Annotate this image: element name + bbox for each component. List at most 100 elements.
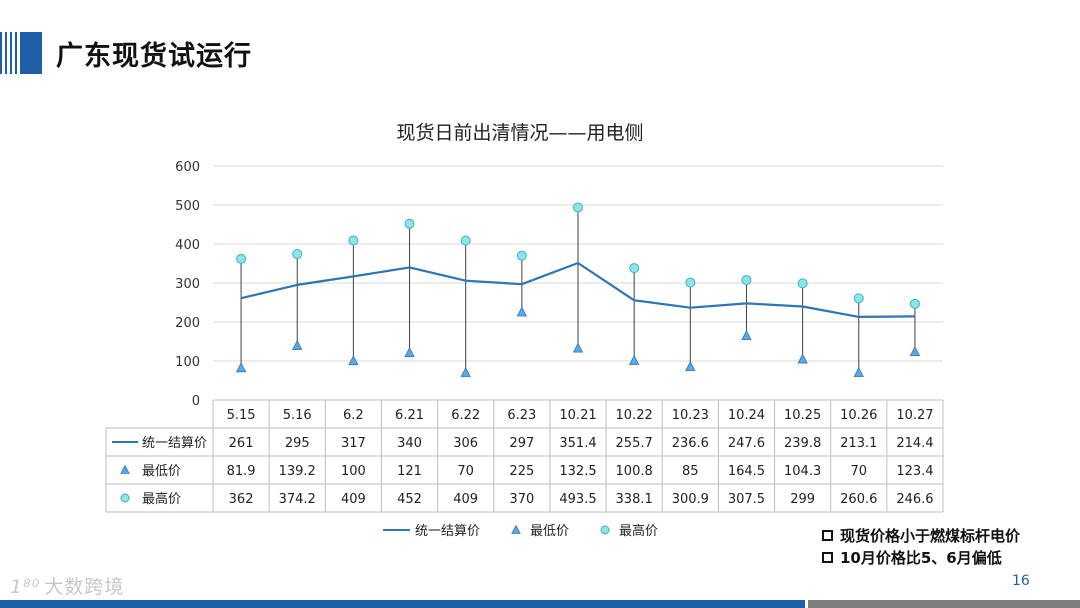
y-tick-label: 600	[175, 160, 200, 175]
table-cell: 493.5	[559, 492, 596, 507]
x-tick-label: 10.25	[784, 408, 821, 423]
max-price-marker	[292, 249, 303, 260]
y-tick-label: 400	[175, 238, 200, 253]
x-tick-label: 10.23	[672, 408, 709, 423]
footer-bar-gray	[808, 600, 1080, 608]
table-cell: 255.7	[616, 436, 653, 451]
x-tick-label: 6.2	[343, 408, 364, 423]
min-price-marker	[404, 346, 415, 357]
watermark-text: 大数跨境	[44, 576, 125, 598]
square-bullet-icon	[822, 529, 833, 541]
table-cell: 409	[453, 492, 478, 507]
note-item: 10月价格比5、6月偏低	[822, 546, 1020, 568]
table-cell: 306	[453, 436, 478, 451]
max-price-marker	[853, 293, 864, 304]
note-item: 现货价格小于燃煤标杆电价	[822, 524, 1020, 546]
table-cell: 139.2	[279, 464, 316, 479]
min-price-marker	[628, 354, 640, 365]
table-cell: 225	[509, 464, 534, 479]
table-cell: 370	[509, 492, 534, 507]
x-tick-label: 10.24	[728, 408, 765, 423]
min-price-marker	[685, 360, 696, 372]
legend-key-triangle	[120, 464, 130, 474]
table-cell: 70	[850, 464, 867, 479]
table-cell: 100.8	[616, 464, 653, 479]
legend-key-triangle	[511, 524, 521, 534]
table-cell: 340	[397, 436, 422, 451]
min-price-marker	[348, 355, 359, 366]
table-cell: 299	[790, 492, 815, 507]
x-tick-label: 5.15	[227, 408, 256, 423]
x-tick-label: 10.22	[616, 408, 653, 423]
table-cell: 260.6	[840, 492, 877, 507]
accent-stripe	[10, 32, 12, 74]
table-cell: 452	[397, 492, 422, 507]
max-price-marker	[348, 235, 359, 246]
table-cell: 123.4	[896, 464, 933, 479]
table-cell: 213.1	[840, 436, 877, 451]
table-cell: 100	[341, 464, 366, 479]
table-cell: 214.4	[896, 436, 933, 451]
legend-label: 统一结算价	[415, 524, 480, 539]
min-price-marker	[235, 362, 247, 373]
legend-key-circle	[600, 525, 610, 535]
table-cell: 246.6	[896, 492, 933, 507]
table-cell: 236.6	[672, 436, 709, 451]
max-price-marker	[797, 278, 808, 289]
min-price-marker	[572, 342, 584, 353]
max-price-marker	[460, 235, 471, 246]
table-cell: 300.9	[672, 492, 709, 507]
square-bullet-icon	[822, 551, 833, 563]
accent-stripe	[5, 32, 7, 74]
accent-stripe	[0, 32, 2, 74]
legend-label: 最高价	[619, 523, 658, 539]
table-series-label: 最高价	[142, 491, 181, 507]
x-tick-label: 6.21	[395, 408, 424, 423]
y-tick-label: 200	[175, 316, 200, 331]
min-price-marker	[853, 366, 864, 377]
table-cell: 132.5	[559, 464, 596, 479]
footer-bar-blue	[0, 600, 805, 608]
slide-title: 广东现货试运行	[56, 41, 252, 72]
table-series-label: 统一结算价	[142, 436, 207, 451]
table-cell: 104.3	[784, 464, 821, 479]
table-cell: 338.1	[616, 492, 653, 507]
max-price-marker	[629, 263, 640, 274]
table-cell: 307.5	[728, 492, 765, 507]
min-price-marker	[741, 329, 752, 340]
table-cell: 239.8	[784, 436, 821, 451]
table-cell: 351.4	[559, 436, 596, 451]
chart-title: 现货日前出清情况——用电侧	[396, 122, 644, 144]
table-cell: 362	[229, 492, 254, 507]
min-price-marker	[292, 339, 303, 350]
min-price-marker	[797, 353, 808, 364]
max-price-marker	[909, 298, 920, 309]
watermark-logo-icon: 1⁸⁰	[10, 576, 41, 598]
table-cell: 409	[341, 492, 366, 507]
table-series-label: 最低价	[142, 464, 181, 479]
table-cell: 261	[229, 436, 254, 451]
table-cell: 295	[285, 436, 310, 451]
table-cell: 81.9	[227, 464, 256, 479]
y-tick-label: 0	[192, 394, 200, 409]
table-cell: 374.2	[279, 492, 316, 507]
x-tick-label: 10.26	[840, 408, 877, 423]
legend-label: 最低价	[530, 524, 569, 539]
max-price-marker	[573, 202, 583, 213]
accent-block	[20, 32, 42, 74]
legend-key-circle	[120, 493, 130, 503]
x-tick-label: 5.16	[283, 408, 312, 423]
table-cell: 247.6	[728, 436, 765, 451]
y-tick-label: 500	[175, 199, 200, 214]
note-text: 10月价格比5、6月偏低	[840, 548, 1002, 567]
table-cell: 317	[341, 436, 366, 451]
max-price-marker	[516, 250, 527, 261]
spot-price-chart: 0 100 200 300 400 500 600 5.15 5.16 6.2 6.21 6.22 6.…	[105, 160, 944, 539]
page-number: 16	[1012, 573, 1030, 589]
note-text: 现货价格小于燃煤标杆电价	[840, 526, 1021, 545]
x-tick-label: 10.21	[559, 408, 596, 423]
watermark: 1⁸⁰ 大数跨境	[10, 572, 124, 599]
x-tick-label: 10.27	[896, 408, 933, 423]
table-cell: 85	[682, 464, 699, 479]
accent-stripe	[15, 32, 17, 74]
